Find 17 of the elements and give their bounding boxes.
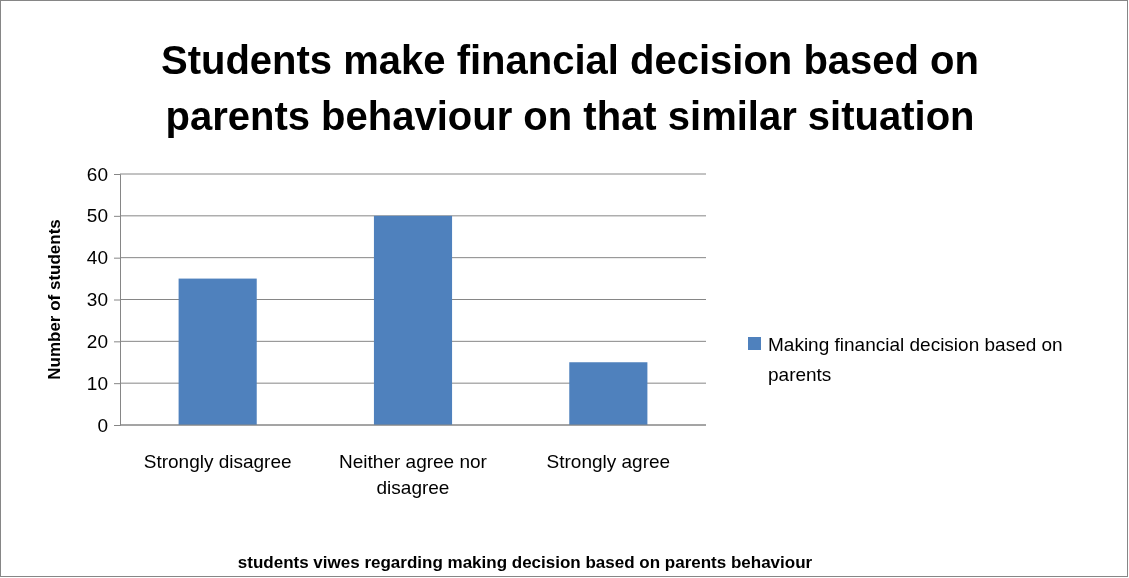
- bar: [178, 278, 257, 425]
- chart-title: Students make financial decision based on parents behaviour on that similar situation: [161, 38, 979, 138]
- y-tick-label: 10: [86, 372, 108, 394]
- y-tick-label: 30: [86, 289, 108, 311]
- x-axis-title: students viwes regarding making decision based on parents behaviour: [237, 553, 813, 572]
- x-tick-label: Strongly disagree: [143, 451, 292, 472]
- y-tick-label: 60: [86, 163, 108, 185]
- x-tick-label: Neither agree nor disagree: [339, 451, 488, 498]
- bar: [569, 362, 648, 425]
- bar: [373, 215, 453, 425]
- y-tick-label: 0: [97, 414, 108, 436]
- x-tick-label: Strongly agree: [546, 451, 671, 472]
- y-tick-label: 20: [86, 330, 108, 352]
- y-axis-title: Number of students: [45, 219, 64, 380]
- legend-label: Making financial decision based on parents: [768, 334, 1063, 385]
- y-tick-label: 40: [86, 247, 108, 269]
- y-tick-label: 50: [86, 205, 108, 227]
